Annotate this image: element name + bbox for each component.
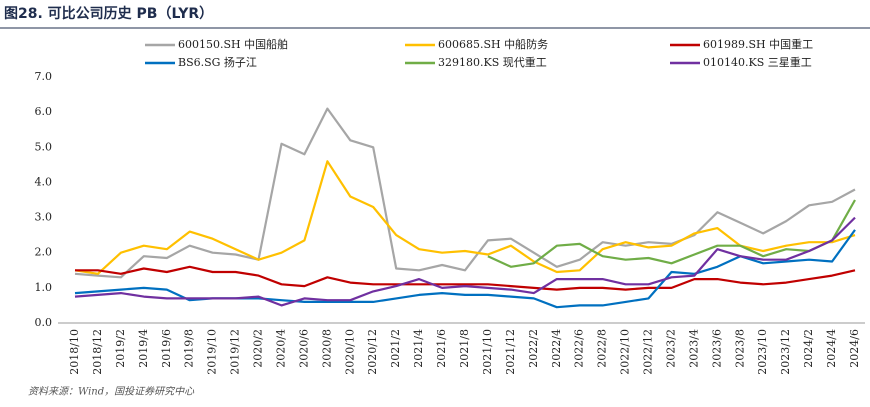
- x-tick-label: 2021/8: [458, 329, 471, 368]
- x-tick-label: 2023/4: [687, 329, 700, 368]
- x-tick-label: 2021/12: [504, 329, 517, 375]
- x-tick-label: 2023/6: [710, 329, 723, 368]
- x-tick-label: 2020/10: [343, 329, 356, 375]
- x-tick-label: 2018/10: [68, 329, 81, 375]
- y-tick-label: 2.0: [35, 246, 53, 259]
- x-tick-label: 2024/2: [802, 329, 815, 368]
- y-tick-label: 0.0: [35, 316, 53, 329]
- y-tick-label: 1.0: [35, 281, 53, 294]
- y-tick-label: 7.0: [35, 70, 53, 83]
- x-tick-label: 2022/8: [596, 329, 609, 368]
- x-tick-label: 2022/2: [527, 329, 540, 368]
- x-tick-label: 2022/6: [573, 329, 586, 368]
- y-tick-label: 6.0: [35, 105, 53, 118]
- x-tick-label: 2023/10: [756, 329, 769, 375]
- x-tick-label: 2021/2: [389, 329, 402, 368]
- x-tick-label: 2024/4: [825, 329, 838, 368]
- x-tick-label: 2022/4: [550, 329, 563, 368]
- chart-title: 图28. 可比公司历史 PB（LYR）: [4, 5, 213, 22]
- series-line: [487, 199, 856, 268]
- legend-label: 010140.KS 三星重工: [703, 55, 812, 69]
- x-tick-label: 2021/4: [412, 329, 425, 368]
- x-tick-label: 2019/10: [206, 329, 219, 375]
- x-tick-label: 2023/12: [779, 329, 792, 375]
- y-tick-label: 3.0: [35, 211, 53, 224]
- y-tick-label: 4.0: [35, 175, 53, 188]
- x-tick-label: 2020/4: [274, 329, 287, 368]
- x-tick-label: 2022/12: [642, 329, 655, 375]
- series-line: [74, 216, 856, 307]
- x-tick-label: 2020/12: [366, 329, 379, 375]
- legend-label: 600685.SH 中船防务: [438, 37, 548, 51]
- x-tick-label: 2023/8: [733, 329, 746, 368]
- x-tick-label: 2022/10: [619, 329, 632, 375]
- y-tick-label: 5.0: [35, 140, 53, 153]
- x-tick-label: 2021/6: [435, 329, 448, 368]
- x-tick-label: 2020/2: [252, 329, 265, 368]
- x-tick-label: 2020/6: [297, 329, 310, 368]
- source-note: 资料来源：Wind，国投证券研究中心: [28, 386, 195, 398]
- x-tick-label: 2019/12: [229, 329, 242, 375]
- legend-label: 329180.KS 现代重工: [438, 55, 547, 69]
- x-tick-label: 2019/2: [114, 329, 127, 368]
- x-tick-label: 2019/6: [160, 329, 173, 368]
- legend-label: 600150.SH 中国船舶: [178, 37, 288, 51]
- x-tick-label: 2020/8: [320, 329, 333, 368]
- x-tick-label: 2024/6: [848, 329, 861, 368]
- series-line: [75, 265, 856, 291]
- x-tick-label: 2019/4: [137, 329, 150, 368]
- series-line: [74, 107, 856, 279]
- series-line: [74, 160, 856, 275]
- legend-label: 601989.SH 中国重工: [703, 37, 813, 51]
- x-tick-label: 2021/10: [481, 329, 494, 375]
- x-tick-label: 2023/2: [664, 329, 677, 368]
- legend-label: BS6.SG 扬子江: [178, 55, 257, 69]
- x-tick-label: 2019/8: [183, 329, 196, 368]
- x-tick-label: 2018/12: [91, 329, 104, 375]
